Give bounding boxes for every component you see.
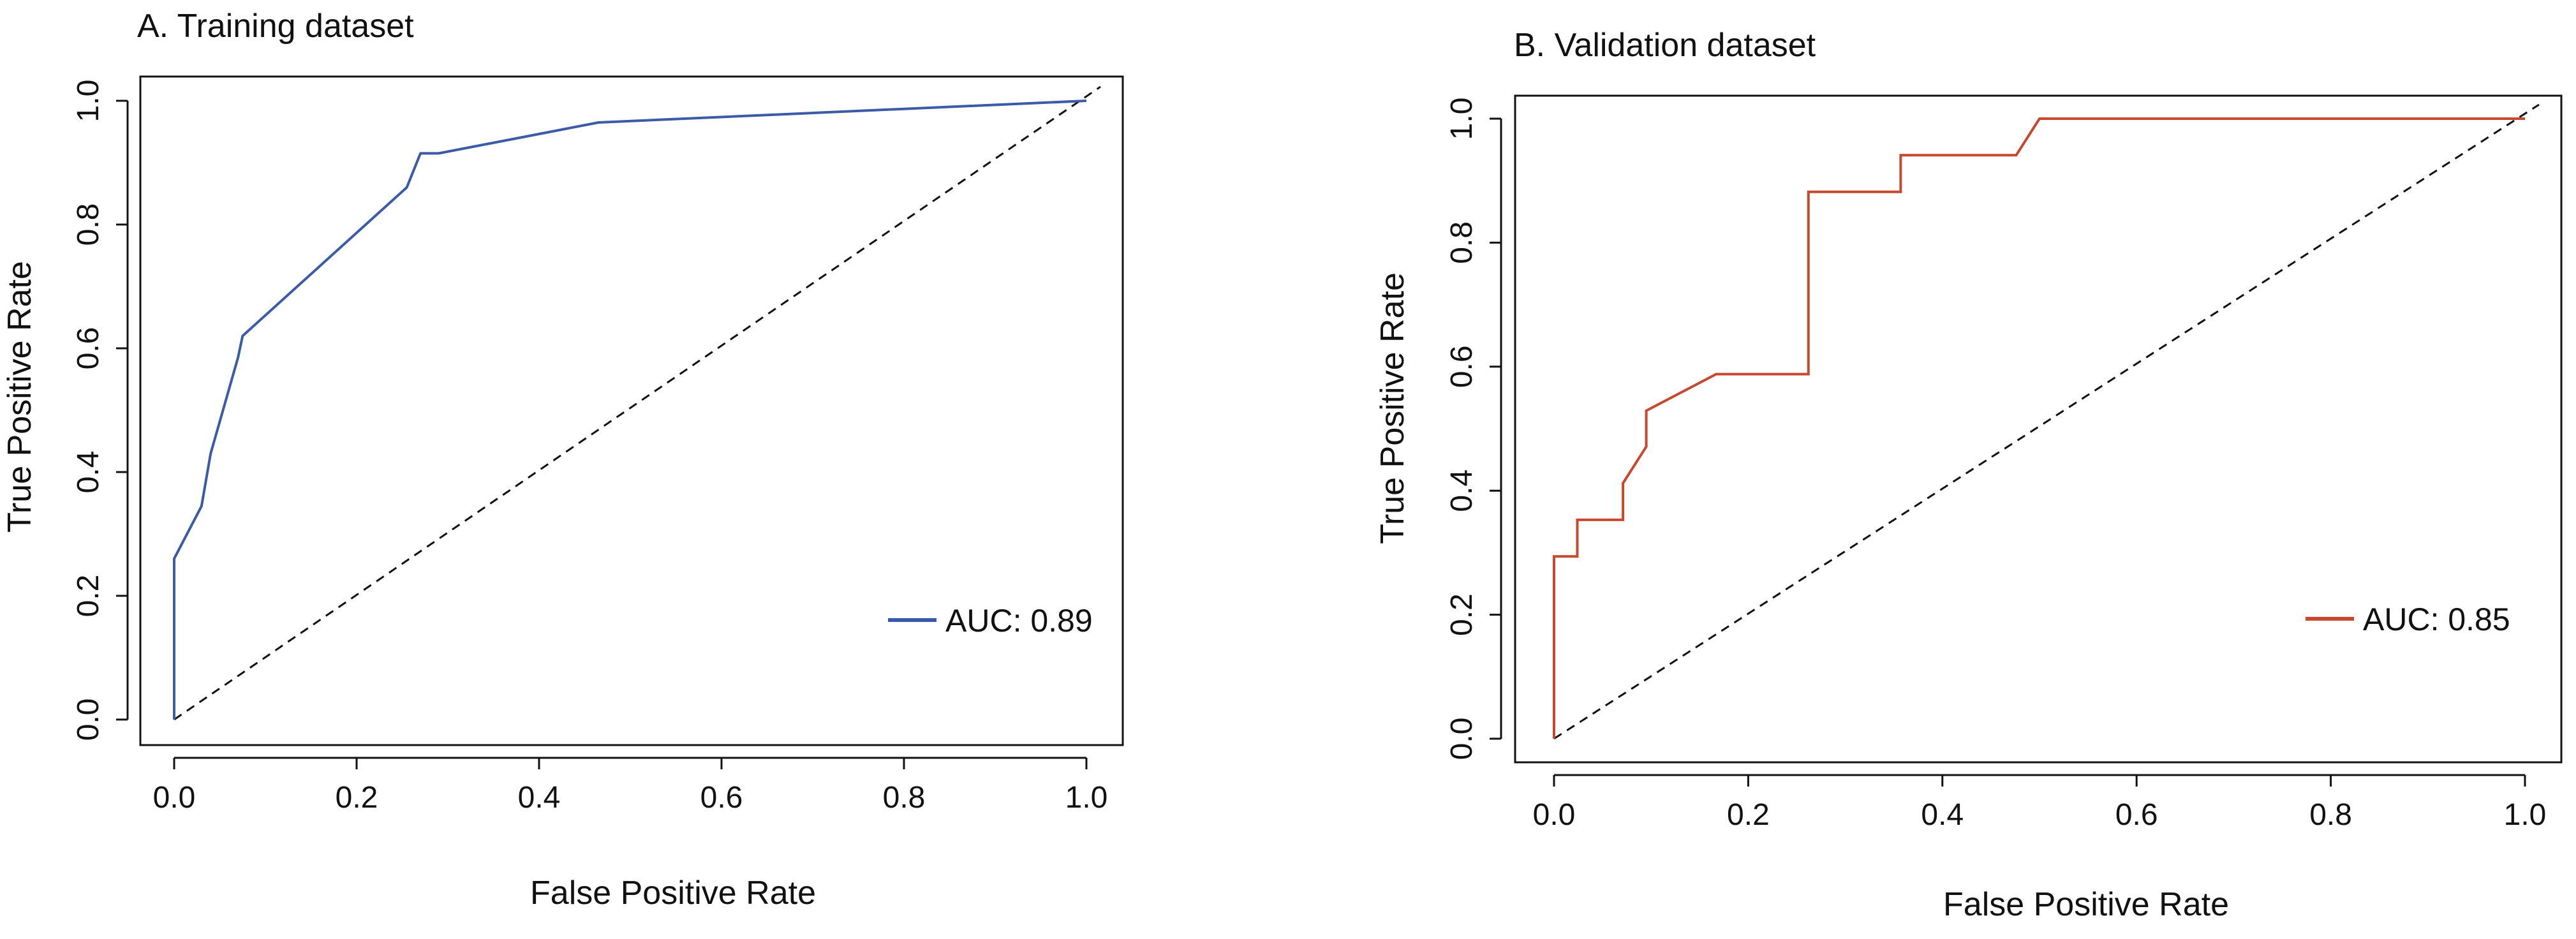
- panel-training: A. Training dataset 0.0 0.2 0.4 0.6 0.8 1.0 0…: [1, 8, 1124, 912]
- x-tick-label: 0.2: [336, 781, 378, 815]
- y-tick-label: 0.8: [1445, 221, 1479, 264]
- y-axis: 0.0 0.2 0.4 0.6 0.8 1.0: [1445, 98, 1502, 760]
- legend-label: AUC: 0.85: [2363, 602, 2510, 637]
- x-tick-label: 1.0: [1065, 781, 1108, 815]
- x-axis: 0.0 0.2 0.4 0.6 0.8 1.0: [1533, 774, 2547, 832]
- y-tick-label: 0.0: [1445, 718, 1479, 760]
- y-tick-label: 0.6: [1445, 345, 1479, 388]
- x-axis: 0.0 0.2 0.4 0.6 0.8 1.0: [153, 757, 1108, 815]
- legend: AUC: 0.89: [888, 603, 1093, 639]
- y-tick-label: 0.6: [71, 327, 105, 370]
- legend: AUC: 0.85: [2306, 602, 2510, 637]
- x-tick-label: 0.6: [2115, 798, 2158, 832]
- chart-title: B. Validation dataset: [1514, 27, 1816, 64]
- x-tick-label: 0.6: [700, 781, 743, 815]
- y-axis-title: True Positive Rate: [1, 261, 38, 533]
- reference-diagonal: [1553, 103, 2540, 740]
- plot-frame: [139, 75, 1124, 746]
- y-tick-label: 0.2: [71, 575, 105, 617]
- plot-frame: [1514, 94, 2563, 764]
- y-tick-label: 0.8: [71, 203, 105, 246]
- x-tick-label: 0.8: [883, 781, 926, 815]
- roc-curve-training: [173, 100, 1087, 720]
- y-tick-label: 1.0: [71, 80, 105, 122]
- y-tick-label: 0.4: [71, 451, 105, 494]
- y-tick-label: 0.4: [1445, 470, 1479, 512]
- roc-curve-validation: [1553, 117, 2525, 739]
- chart-title: A. Training dataset: [137, 8, 414, 45]
- x-axis-title: False Positive Rate: [530, 875, 816, 912]
- x-tick-label: 0.8: [2309, 798, 2352, 832]
- x-tick-label: 0.0: [1533, 798, 1576, 832]
- x-tick-label: 0.2: [1727, 798, 1770, 832]
- x-tick-label: 0.4: [518, 781, 561, 815]
- panel-validation: B. Validation dataset 0.0 0.2 0.4 0.6 0.8 1.0…: [1374, 27, 2563, 923]
- x-tick-label: 0.0: [153, 781, 196, 815]
- x-tick-label: 1.0: [2504, 798, 2547, 832]
- y-tick-label: 1.0: [1445, 98, 1479, 140]
- y-tick-label: 0.2: [1445, 593, 1479, 636]
- y-tick-label: 0.0: [71, 699, 105, 741]
- x-axis-title: False Positive Rate: [1943, 886, 2229, 923]
- legend-label: AUC: 0.89: [945, 603, 1093, 639]
- x-tick-label: 0.4: [1921, 798, 1964, 832]
- reference-diagonal: [174, 85, 1101, 721]
- y-axis: 0.0 0.2 0.4 0.6 0.8 1.0: [71, 80, 129, 741]
- y-axis-title: True Positive Rate: [1374, 272, 1411, 544]
